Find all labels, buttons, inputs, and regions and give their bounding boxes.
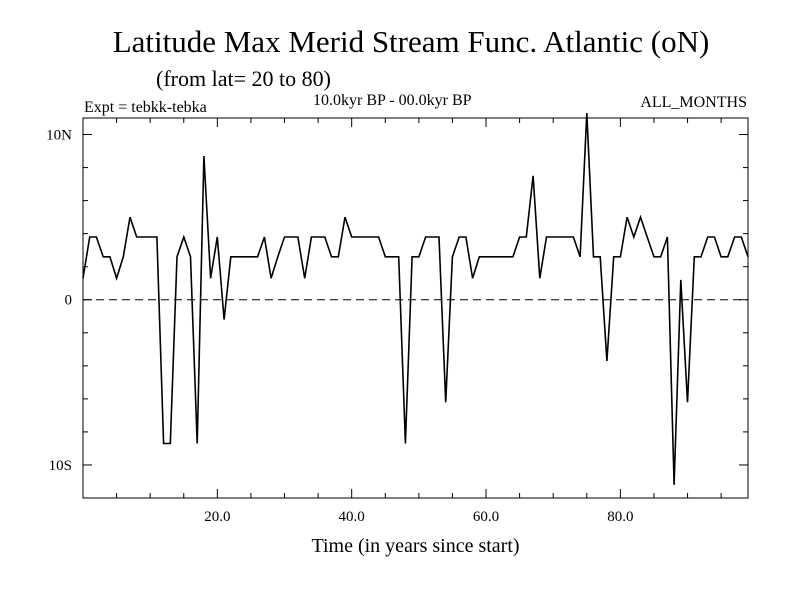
x-tick-label: 20.0 [204, 509, 230, 525]
x-axis-label: Time (in years since start) [311, 535, 519, 557]
chart-title: Latitude Max Merid Stream Func. Atlantic… [112, 24, 710, 59]
y-tick-label: 10N [46, 128, 72, 144]
series-line [82, 112, 749, 485]
experiment-label: Expt = tebkk-tebka [84, 99, 207, 116]
chart-subtitle: (from lat= 20 to 80) [156, 66, 331, 91]
y-tick-label: 10S [49, 458, 72, 474]
x-tick-label: 40.0 [339, 509, 365, 525]
y-tick-label: 0 [65, 293, 73, 309]
plot-frame [82, 117, 749, 499]
months-label: ALL_MONTHS [640, 94, 747, 111]
x-tick-label: 60.0 [473, 509, 499, 525]
x-tick-label: 80.0 [607, 509, 633, 525]
period-label: 10.0kyr BP - 00.0kyr BP [313, 92, 472, 109]
